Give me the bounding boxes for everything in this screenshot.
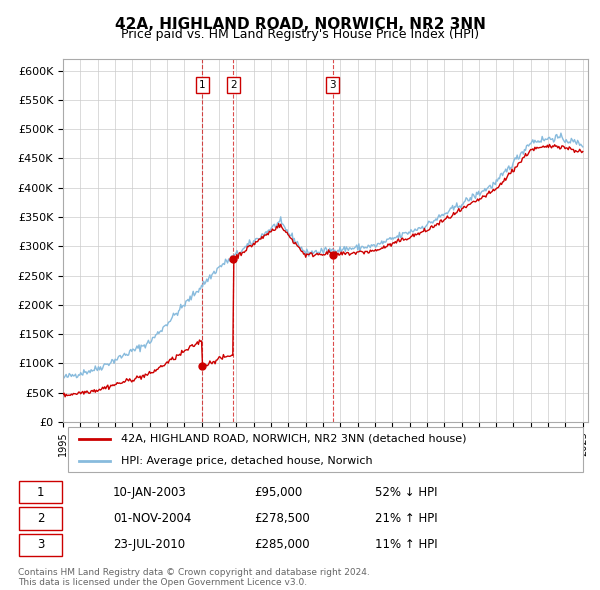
- Text: 10-JAN-2003: 10-JAN-2003: [113, 486, 187, 499]
- Text: 52% ↓ HPI: 52% ↓ HPI: [375, 486, 437, 499]
- Text: 1: 1: [199, 80, 206, 90]
- Text: HPI: Average price, detached house, Norwich: HPI: Average price, detached house, Norw…: [121, 456, 373, 466]
- Text: £285,000: £285,000: [254, 538, 310, 551]
- Text: 42A, HIGHLAND ROAD, NORWICH, NR2 3NN (detached house): 42A, HIGHLAND ROAD, NORWICH, NR2 3NN (de…: [121, 434, 466, 444]
- FancyBboxPatch shape: [19, 533, 62, 556]
- Text: 42A, HIGHLAND ROAD, NORWICH, NR2 3NN: 42A, HIGHLAND ROAD, NORWICH, NR2 3NN: [115, 17, 485, 31]
- Text: £278,500: £278,500: [254, 512, 310, 525]
- Text: Contains HM Land Registry data © Crown copyright and database right 2024.
This d: Contains HM Land Registry data © Crown c…: [18, 568, 370, 587]
- Text: 01-NOV-2004: 01-NOV-2004: [113, 512, 191, 525]
- Text: 3: 3: [329, 80, 336, 90]
- Text: 1: 1: [37, 486, 44, 499]
- Text: 3: 3: [37, 538, 44, 551]
- Text: 2: 2: [37, 512, 44, 525]
- Text: £95,000: £95,000: [254, 486, 302, 499]
- FancyBboxPatch shape: [19, 481, 62, 503]
- Text: 11% ↑ HPI: 11% ↑ HPI: [375, 538, 437, 551]
- Text: 21% ↑ HPI: 21% ↑ HPI: [375, 512, 437, 525]
- Text: Price paid vs. HM Land Registry's House Price Index (HPI): Price paid vs. HM Land Registry's House …: [121, 28, 479, 41]
- Text: 23-JUL-2010: 23-JUL-2010: [113, 538, 185, 551]
- Text: 2: 2: [230, 80, 236, 90]
- FancyBboxPatch shape: [19, 507, 62, 530]
- FancyBboxPatch shape: [68, 427, 583, 473]
